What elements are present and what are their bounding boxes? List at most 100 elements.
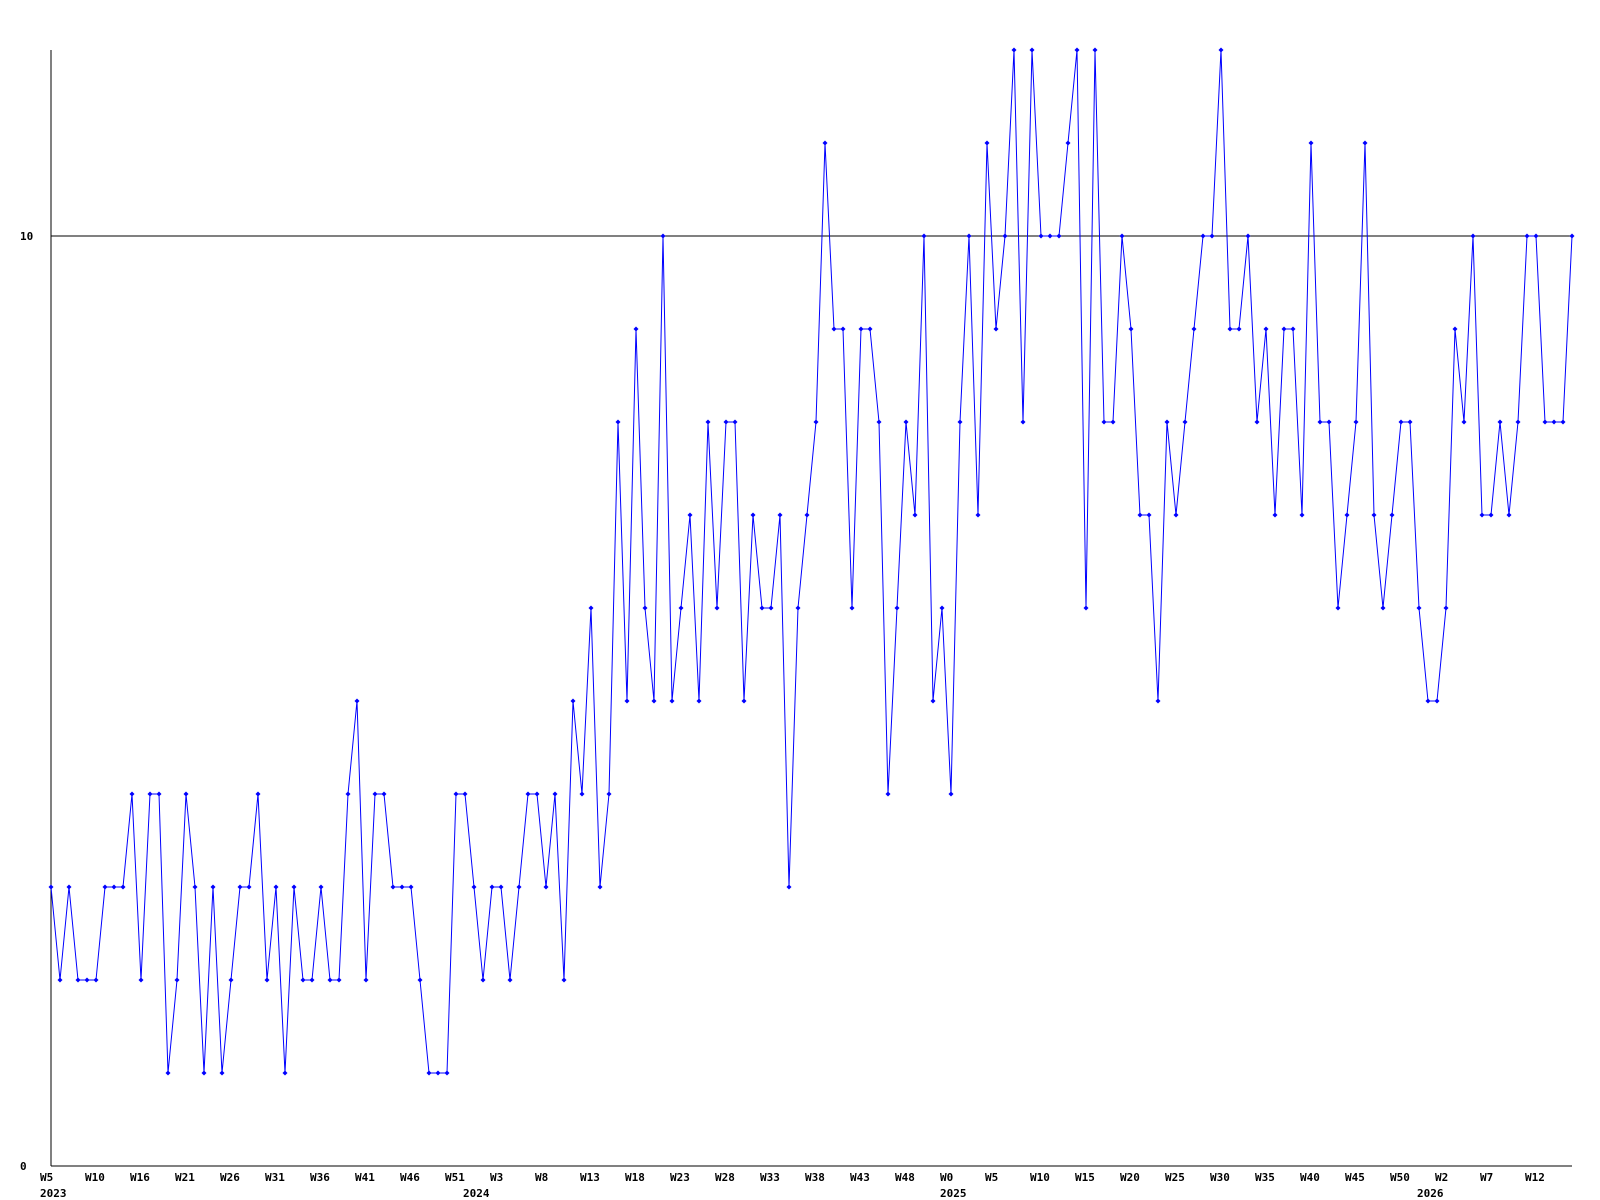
- data-point: [840, 326, 846, 332]
- data-point: [1452, 326, 1458, 332]
- data-point: [1488, 512, 1494, 518]
- data-point: [210, 884, 216, 890]
- data-point: [831, 326, 837, 332]
- x-tick-label: W28: [715, 1171, 735, 1184]
- data-point: [165, 1070, 171, 1076]
- x-tick-label: W50: [1390, 1171, 1410, 1184]
- data-point: [678, 605, 684, 611]
- year-label: 2023: [40, 1187, 67, 1200]
- x-tick-label: W36: [310, 1171, 330, 1184]
- data-point: [615, 419, 621, 425]
- data-point: [1326, 419, 1332, 425]
- data-point: [894, 605, 900, 611]
- data-point: [1371, 512, 1377, 518]
- data-point: [516, 884, 522, 890]
- x-tick-label: W23: [670, 1171, 690, 1184]
- data-point: [300, 977, 306, 983]
- data-point: [147, 791, 153, 797]
- data-point: [669, 698, 675, 704]
- data-point: [687, 512, 693, 518]
- data-point: [597, 884, 603, 890]
- data-point: [237, 884, 243, 890]
- data-point: [1569, 233, 1575, 239]
- data-point: [777, 512, 783, 518]
- data-point: [129, 791, 135, 797]
- data-point: [1029, 47, 1035, 53]
- data-point: [1038, 233, 1044, 239]
- data-point: [1128, 326, 1134, 332]
- data-point: [1542, 419, 1548, 425]
- data-point: [1218, 47, 1224, 53]
- data-point: [759, 605, 765, 611]
- data-point: [66, 884, 72, 890]
- data-point: [1173, 512, 1179, 518]
- year-label: 2024: [463, 1187, 490, 1200]
- data-point: [138, 977, 144, 983]
- x-tick-label: W7: [1480, 1171, 1493, 1184]
- data-point: [1281, 326, 1287, 332]
- y-tick-label: 10: [20, 230, 33, 243]
- data-point: [552, 791, 558, 797]
- data-point: [354, 698, 360, 704]
- data-point: [1110, 419, 1116, 425]
- data-point: [435, 1070, 441, 1076]
- x-tick-label: W51: [445, 1171, 465, 1184]
- data-point: [876, 419, 882, 425]
- data-point: [1101, 419, 1107, 425]
- data-point: [849, 605, 855, 611]
- data-point: [345, 791, 351, 797]
- data-point: [471, 884, 477, 890]
- data-point: [219, 1070, 225, 1076]
- data-point: [1137, 512, 1143, 518]
- data-point: [1425, 698, 1431, 704]
- data-point: [498, 884, 504, 890]
- y-tick-label: 0: [20, 1160, 27, 1173]
- x-tick-label: W12: [1525, 1171, 1545, 1184]
- data-point: [1344, 512, 1350, 518]
- data-point: [201, 1070, 207, 1076]
- data-point: [282, 1070, 288, 1076]
- x-tick-label: W33: [760, 1171, 780, 1184]
- x-tick-label: W41: [355, 1171, 375, 1184]
- x-tick-label: W16: [130, 1171, 150, 1184]
- data-point: [804, 512, 810, 518]
- data-point: [489, 884, 495, 890]
- data-point: [822, 140, 828, 146]
- data-point: [579, 791, 585, 797]
- data-point: [1398, 419, 1404, 425]
- data-point: [1533, 233, 1539, 239]
- data-point: [732, 419, 738, 425]
- data-point: [660, 233, 666, 239]
- x-tick-label: W25: [1165, 1171, 1185, 1184]
- x-tick-label: W26: [220, 1171, 240, 1184]
- data-point: [75, 977, 81, 983]
- x-tick-label: W30: [1210, 1171, 1230, 1184]
- data-point: [624, 698, 630, 704]
- data-point: [795, 605, 801, 611]
- data-point: [1164, 419, 1170, 425]
- data-point: [453, 791, 459, 797]
- data-point: [966, 233, 972, 239]
- data-point: [867, 326, 873, 332]
- data-point: [1353, 419, 1359, 425]
- x-tick-label: W5: [985, 1171, 998, 1184]
- x-tick-label: W38: [805, 1171, 825, 1184]
- data-point: [786, 884, 792, 890]
- data-point: [1335, 605, 1341, 611]
- data-point: [291, 884, 297, 890]
- data-point: [480, 977, 486, 983]
- data-point: [948, 791, 954, 797]
- x-tick-label: W18: [625, 1171, 645, 1184]
- data-point: [183, 791, 189, 797]
- data-point: [1200, 233, 1206, 239]
- data-point: [1299, 512, 1305, 518]
- x-tick-label: W3: [490, 1171, 503, 1184]
- data-point: [111, 884, 117, 890]
- data-point: [417, 977, 423, 983]
- data-point: [120, 884, 126, 890]
- data-point: [1506, 512, 1512, 518]
- data-point: [1317, 419, 1323, 425]
- data-point: [507, 977, 513, 983]
- x-tick-label: W10: [1030, 1171, 1050, 1184]
